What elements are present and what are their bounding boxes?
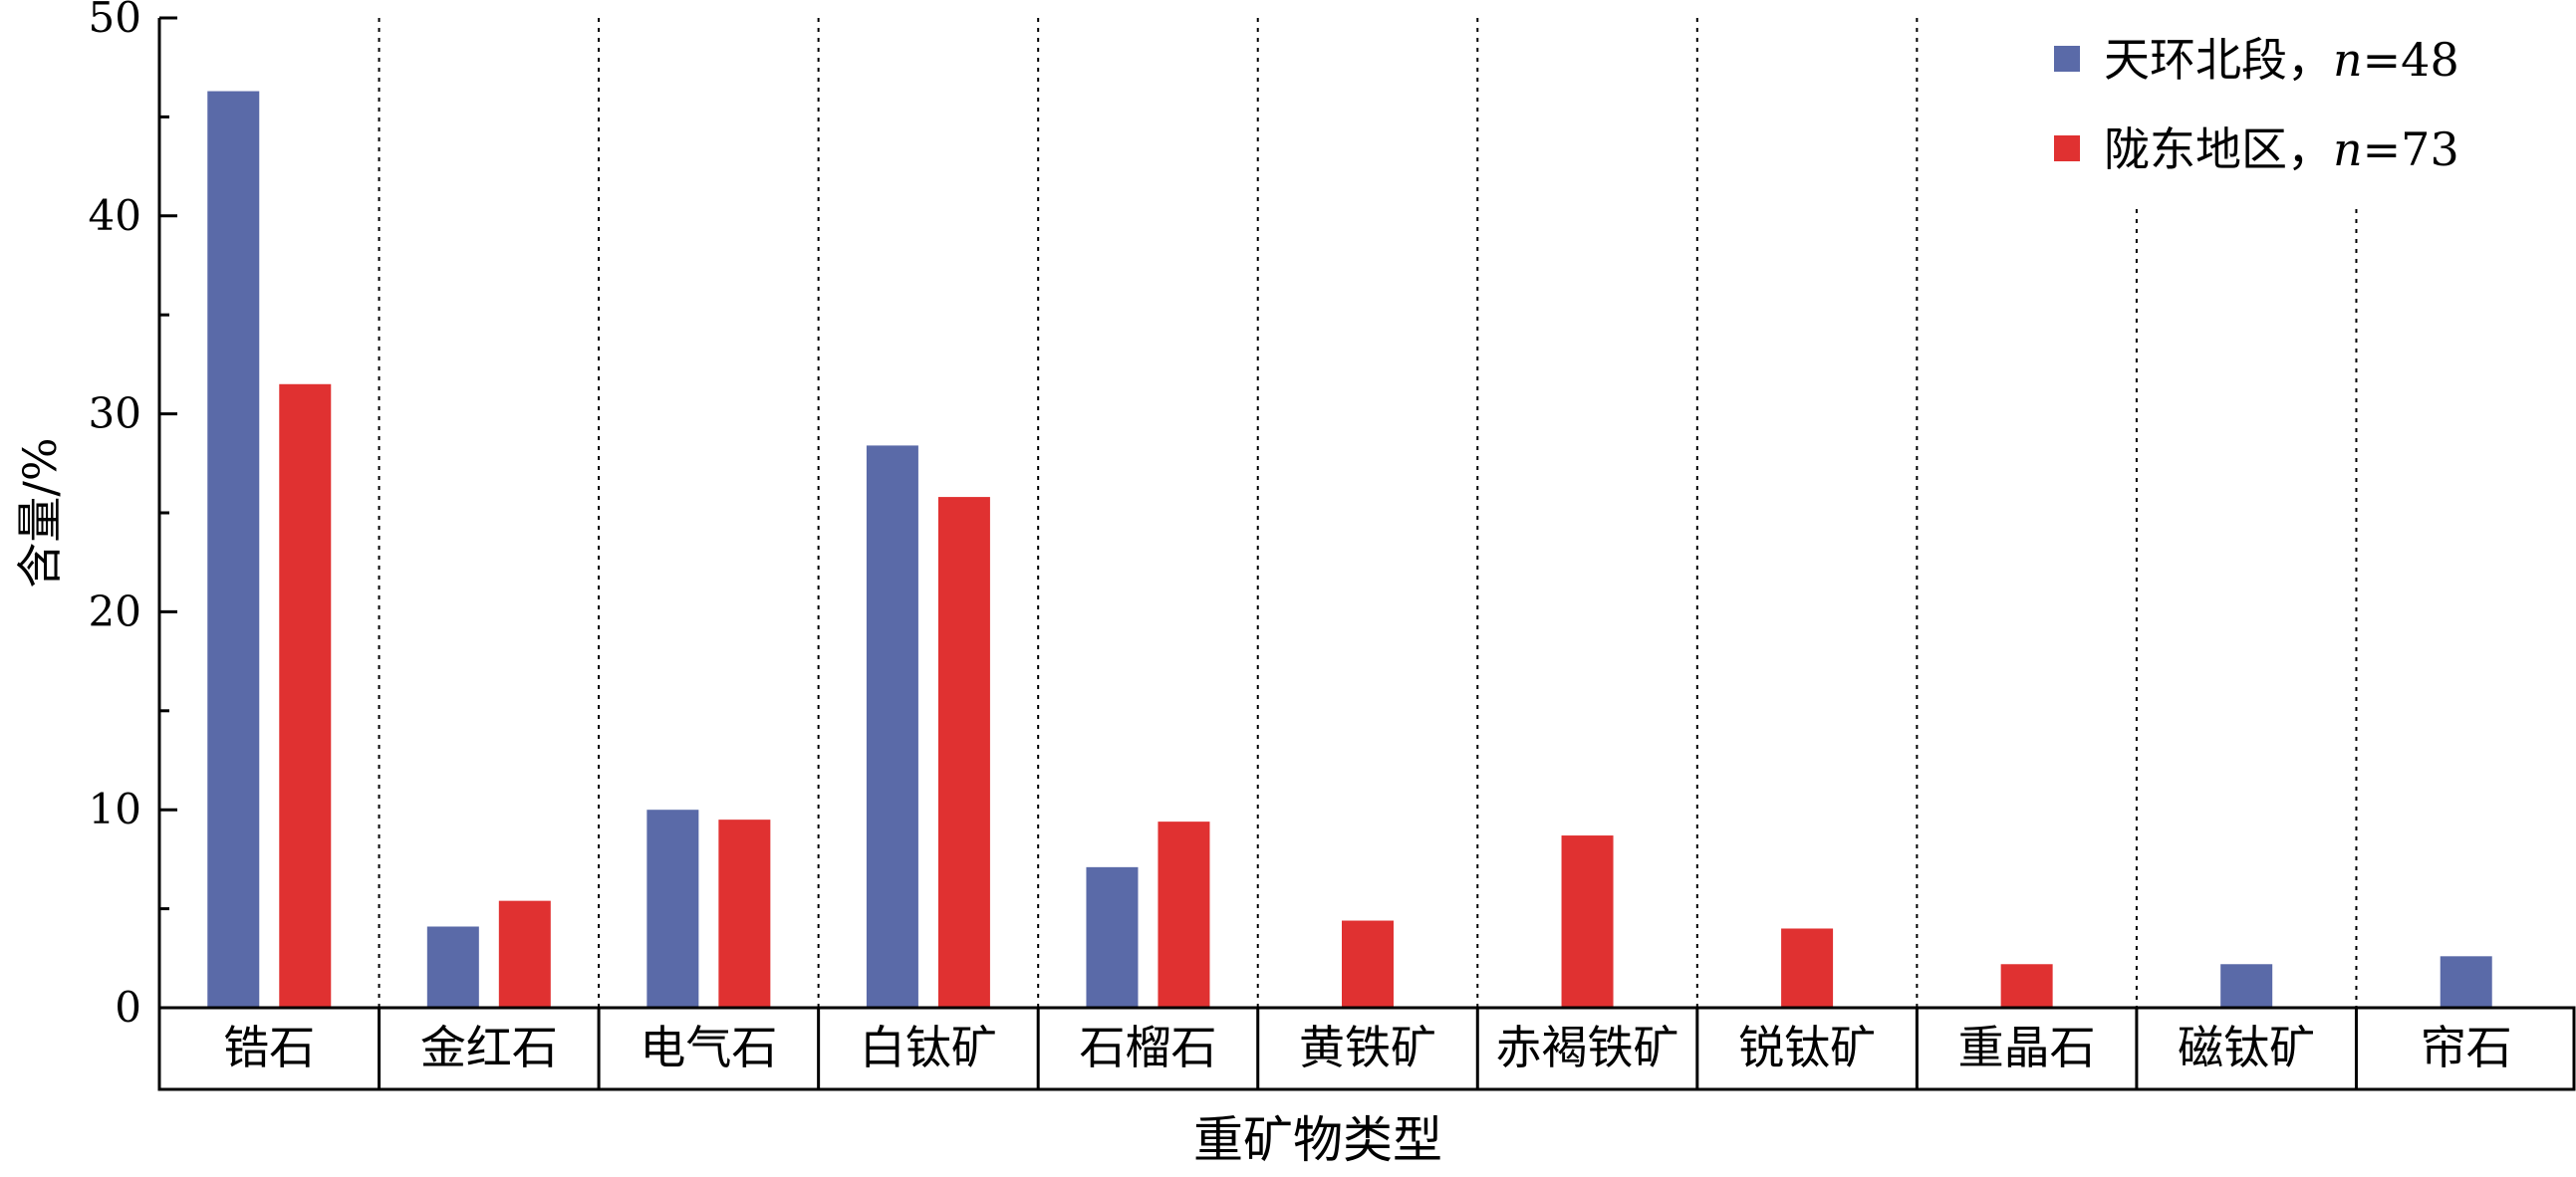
bar-series2-电气石	[718, 820, 771, 1008]
bar-series1-锆石	[207, 91, 260, 1008]
bar-series2-锆石	[279, 383, 332, 1008]
category-table-frame	[157, 1006, 2576, 1091]
legend-swatch	[2054, 135, 2080, 161]
bar-series2-金红石	[498, 900, 551, 1008]
x-tick-label: 黄铁矿	[1299, 1021, 1436, 1074]
x-tick-label: 赤褐铁矿	[1496, 1021, 1679, 1074]
bar-marks	[207, 91, 2492, 1009]
legend-label: 陇东地区，n=73	[2104, 122, 2459, 176]
bar-series2-白钛矿	[937, 497, 990, 1008]
x-axis-label: 重矿物类型	[1193, 1111, 1442, 1169]
bar-series2-黄铁矿	[1342, 920, 1394, 1008]
x-tick-label: 帘石	[2421, 1021, 2512, 1074]
y-tick-label: 50	[89, 0, 141, 42]
bar-series1-磁钛矿	[2220, 964, 2273, 1008]
y-tick-label: 10	[89, 785, 141, 833]
category-separators	[378, 18, 2358, 1008]
bar-series2-锐钛矿	[1781, 928, 1834, 1008]
x-tick-label: 重晶石	[1958, 1021, 2096, 1074]
y-tick-label: 40	[89, 191, 141, 240]
x-tick-label: 石榴石	[1079, 1021, 1216, 1074]
x-tick-label: 白钛矿	[860, 1021, 997, 1074]
bar-series1-石榴石	[1086, 866, 1139, 1008]
bar-series2-重晶石	[2000, 964, 2053, 1008]
legend-label: 天环北段，n=48	[2104, 33, 2459, 87]
x-tick-label: 锆石	[223, 1021, 315, 1074]
x-tick-label: 金红石	[420, 1021, 558, 1074]
legend: 天环北段，n=48 陇东地区，n=73	[2054, 33, 2459, 176]
x-category-table: 锆石 金红石 电气石 白钛矿 石榴石 黄铁矿 赤褐铁矿 锐钛矿 重晶石 磁钛矿 帘石	[157, 1006, 2576, 1091]
y-axis-label: 含量/%	[13, 437, 67, 588]
y-tick-label: 30	[89, 389, 141, 438]
y-tick-label: 20	[89, 587, 141, 635]
y-tick-label: 0	[115, 983, 141, 1032]
x-tick-label: 磁钛矿	[2178, 1021, 2315, 1074]
bar-series1-白钛矿	[866, 445, 918, 1009]
bar-series2-石榴石	[1158, 822, 1210, 1008]
bar-series1-帘石	[2440, 956, 2492, 1008]
bar-series1-电气石	[646, 810, 699, 1008]
x-tick-label: 锐钛矿	[1738, 1021, 1876, 1074]
legend-swatch	[2054, 46, 2080, 72]
bar-series1-金红石	[426, 926, 479, 1008]
bar-series2-赤褐铁矿	[1561, 835, 1614, 1008]
x-tick-label: 电气石	[640, 1021, 777, 1074]
y-axis-ticks: 0 10 20 30 40 50	[89, 0, 177, 1032]
